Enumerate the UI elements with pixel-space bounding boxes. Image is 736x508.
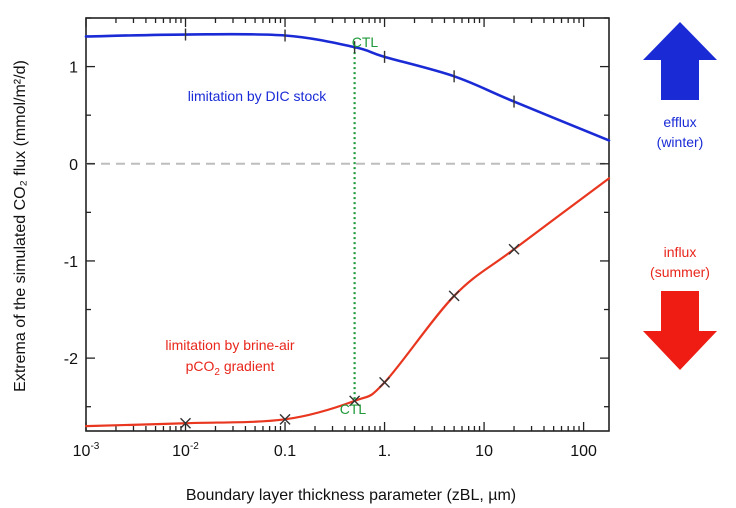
- x-tick-label: 1.: [378, 443, 391, 460]
- data-point-cross-marker: [508, 243, 520, 255]
- x-tick-label: 0.1: [274, 443, 296, 460]
- efflux-sublabel: (winter): [657, 134, 704, 150]
- y-tick-label: 1: [69, 60, 78, 77]
- y-axis-ticks: 1 0 -1 -2: [64, 17, 609, 408]
- brine-air-annotation-line1: limitation by brine-air: [165, 337, 294, 353]
- efflux-up-arrow-icon: [643, 22, 717, 100]
- data-point-cross-marker: [180, 417, 192, 429]
- y-tick-label: 0: [69, 157, 78, 174]
- plot-area-frame: [85, 17, 610, 432]
- x-axis-ticks: 10-3 10-2 0.1 1. 10 100: [73, 18, 597, 460]
- ctl-label-top: CTL: [352, 34, 379, 50]
- influx-sublabel: (summer): [650, 264, 710, 280]
- x-axis-title: Boundary layer thickness parameter (zBL,…: [186, 487, 516, 504]
- data-point-cross-marker: [349, 395, 361, 407]
- influx-down-arrow-icon: [643, 291, 717, 370]
- series-markers: [180, 28, 520, 429]
- data-point-cross-marker: [279, 413, 291, 425]
- data-point-cross-marker: [379, 376, 391, 388]
- x-tick-label: 100: [570, 443, 597, 460]
- x-tick-label: 10: [475, 443, 493, 460]
- series-line-influx: [84, 177, 611, 428]
- data-point-cross-marker: [448, 290, 460, 302]
- y-axis-title: Extrema of the simulated CO₂ flux (mmol/…: [12, 60, 29, 392]
- dic-stock-annotation: limitation by DIC stock: [188, 88, 327, 104]
- y-tick-label: -2: [64, 351, 78, 368]
- influx-label: influx: [664, 244, 697, 260]
- efflux-label: efflux: [663, 114, 696, 130]
- ctl-label-bottom: CTL: [340, 401, 367, 417]
- series-line-efflux: [84, 32, 611, 142]
- brine-air-annotation-line2: pCO2 gradient: [186, 358, 275, 378]
- x-tick-label: 10-2: [172, 441, 199, 460]
- y-tick-label: -1: [64, 254, 78, 271]
- x-tick-label: 10-3: [73, 441, 100, 460]
